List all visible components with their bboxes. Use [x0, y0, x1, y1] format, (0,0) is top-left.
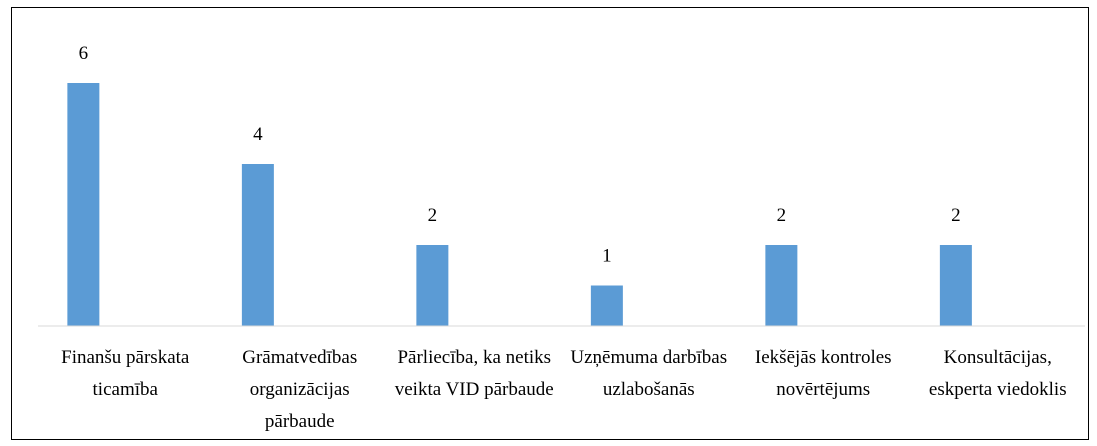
bar — [241, 164, 274, 326]
bar — [939, 245, 972, 326]
x-tick-label: Finanšu pārskata ticamība — [61, 347, 190, 400]
x-tick-label: Iekšējās kontroles novērtējums — [754, 347, 892, 400]
x-tick-label: Pārliecība, ka netiks veikta VID pārbaud… — [394, 347, 554, 400]
data-label: 2 — [951, 205, 961, 226]
data-label: 4 — [253, 124, 263, 145]
bar — [765, 245, 798, 326]
data-label: 1 — [602, 246, 612, 267]
data-label: 6 — [79, 43, 89, 64]
x-tick-label: Grāmatvedības organizācijas pārbaude — [242, 347, 358, 432]
x-tick-label: Uzņēmuma darbības uzlabošanās — [570, 347, 728, 400]
data-label: 2 — [777, 205, 787, 226]
chart-frame — [11, 7, 1089, 440]
bar — [416, 245, 449, 326]
x-tick-label: Konsultācijas, eskperta viedoklis — [928, 347, 1067, 400]
data-label: 2 — [428, 205, 438, 226]
bar — [590, 285, 623, 326]
bar — [67, 83, 100, 326]
